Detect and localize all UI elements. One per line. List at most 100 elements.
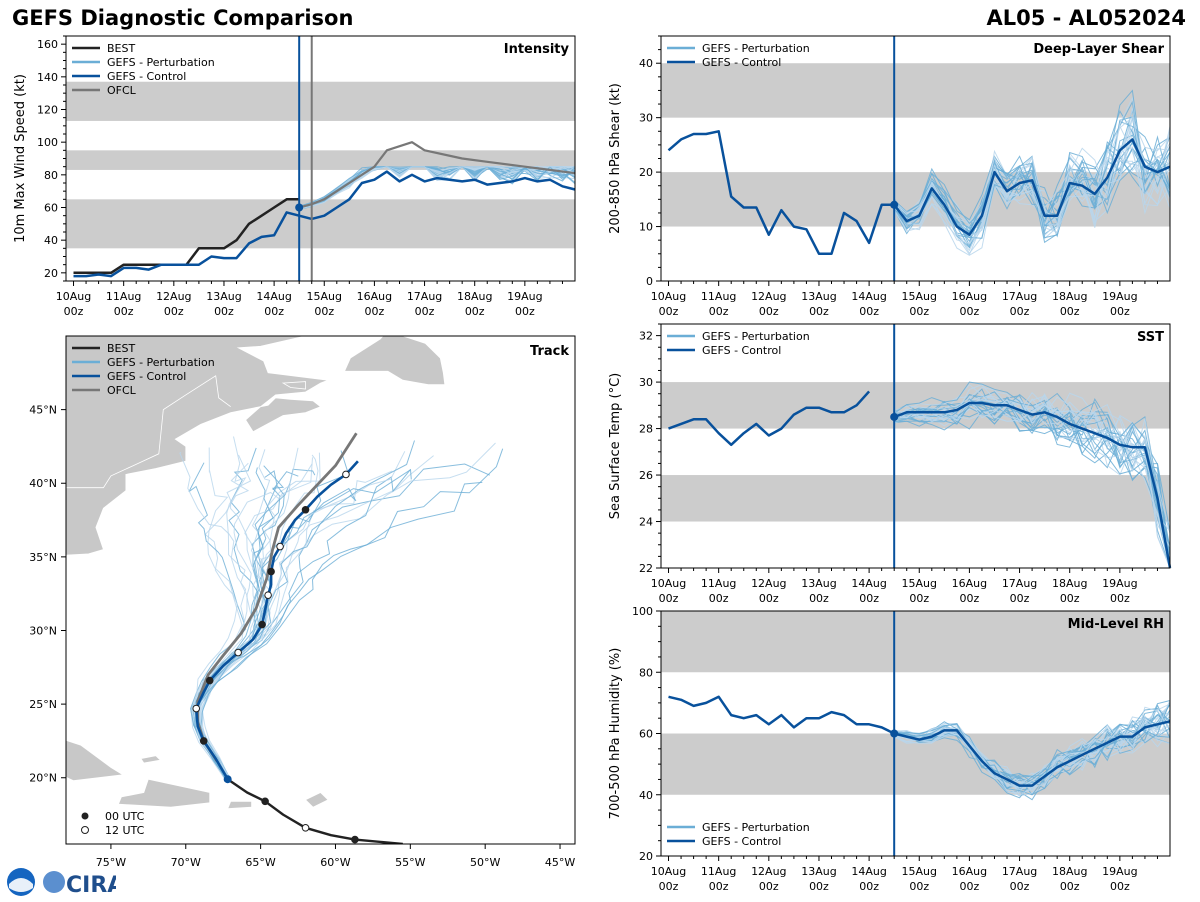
intensity-title: Intensity (504, 42, 570, 57)
intensity-ytick-label: 140 (37, 71, 58, 84)
antilles-land (304, 792, 329, 808)
shear-xtick-label: 14Aug (851, 290, 886, 303)
intensity-series-ofcl (298, 141, 576, 209)
sst-perturbation-line (893, 381, 1171, 569)
track-perturbation-line (198, 454, 271, 779)
storm-id: AL05 - AL052024 (986, 6, 1187, 30)
rh-xtick-sublabel: 00z (709, 880, 729, 893)
shear-perturbation-line (893, 125, 1171, 249)
track-best-12utc-dot (301, 824, 310, 832)
sst-perturbation-line (894, 407, 1171, 569)
track-perturbation-line (200, 451, 406, 781)
intensity-xtick-label: 12Aug (156, 290, 191, 303)
rh-ytick-label: 80 (639, 666, 653, 679)
track-perturbation-line (194, 457, 313, 779)
intensity-legend-label: OFCL (107, 84, 137, 97)
track-best-00utc-dot (351, 835, 359, 844)
rh-ytick-label: 100 (632, 605, 653, 618)
rh-xtick-label: 16Aug (952, 865, 987, 878)
shear-xtick-sublabel: 00z (659, 305, 679, 318)
track-ytick-label: 20°N (29, 772, 57, 785)
rh-xtick-label: 19Aug (1102, 865, 1137, 878)
pei-land (281, 381, 306, 390)
rh-xtick-sublabel: 00z (859, 880, 879, 893)
intensity-current-marker (295, 203, 304, 212)
intensity-xtick-label: 14Aug (256, 290, 291, 303)
shear-xtick-label: 15Aug (902, 290, 937, 303)
sst-xtick-sublabel: 00z (1060, 592, 1080, 605)
shear-perturbation-line (893, 110, 1171, 224)
rh-perturbation-line (894, 723, 1171, 796)
intensity-xtick-label: 19Aug (507, 290, 542, 303)
intensity-xtick-label: 11Aug (106, 290, 141, 303)
shear-title: Deep-Layer Shear (1033, 42, 1164, 57)
rh-xtick-label: 18Aug (1052, 865, 1087, 878)
rh-ytick-label: 60 (639, 728, 653, 741)
cira-logo: CIRA (6, 866, 124, 898)
intensity-xtick-sublabel: 00z (264, 305, 284, 318)
track-xtick-label: 70°W (171, 856, 201, 869)
track-perturbation-line (200, 448, 504, 780)
intensity-xtick-sublabel: 00z (415, 305, 435, 318)
intensity-xtick-sublabel: 00z (314, 305, 334, 318)
state-borders (66, 375, 231, 489)
shear-xtick-sublabel: 00z (960, 305, 980, 318)
sst-perturbation-line (894, 392, 1171, 534)
intensity-series-gefs-control (73, 170, 576, 278)
intensity-band (66, 199, 575, 249)
sst-xtick-label: 17Aug (1002, 577, 1037, 590)
rh-perturbation-line (894, 703, 1171, 789)
intensity-xtick-label: 15Aug (307, 290, 342, 303)
rh-series-gefs-control (668, 695, 1171, 787)
shear-ytick-label: 0 (646, 275, 653, 288)
intensity-legend-label: GEFS - Perturbation (107, 56, 215, 69)
track-control-00utc-dot (205, 676, 214, 685)
track-best-00utc-dot (261, 797, 269, 806)
sst-ytick-label: 28 (639, 423, 653, 436)
shear-series-gefs-control (667, 130, 1171, 256)
track-title: Track (530, 344, 569, 359)
sst-xtick-label: 19Aug (1102, 577, 1137, 590)
sst-ytick-label: 22 (639, 562, 653, 575)
hispaniola-land (117, 778, 211, 808)
sst-xtick-label: 14Aug (851, 577, 886, 590)
sst-perturbation-line (894, 399, 1171, 548)
track-legend-label: OFCL (107, 384, 137, 397)
sst-xtick-label: 18Aug (1052, 577, 1087, 590)
sst-perturbation-line (894, 404, 1171, 569)
shear-xtick-label: 10Aug (651, 290, 686, 303)
cuba-land (66, 739, 125, 782)
shear-xtick-sublabel: 00z (809, 305, 829, 318)
utc12-legend-label: 12 UTC (105, 824, 145, 837)
rh-legend-label: GEFS - Perturbation (702, 821, 810, 834)
shear-xtick-sublabel: 00z (909, 305, 929, 318)
rh-xtick-sublabel: 00z (1110, 880, 1130, 893)
rh-current-marker (890, 729, 899, 738)
intensity-ytick-label: 160 (37, 38, 58, 51)
shear-perturbation-line (893, 116, 1171, 255)
sst-xtick-sublabel: 00z (709, 592, 729, 605)
rh-xtick-label: 10Aug (651, 865, 686, 878)
shear-xtick-label: 17Aug (1002, 290, 1037, 303)
track-control-12utc-dot (276, 542, 284, 551)
rh-xtick-label: 15Aug (902, 865, 937, 878)
intensity-legend-label: GEFS - Control (107, 70, 186, 83)
shear-perturbation-line (893, 145, 1171, 243)
track-perturbation-line (197, 442, 496, 781)
track-legend-label: GEFS - Control (107, 370, 186, 383)
track-perturbation-line (194, 450, 350, 781)
shear-xtick-sublabel: 00z (859, 305, 879, 318)
rh-ytick-label: 20 (639, 850, 653, 863)
sst-series-gefs-control-pre- (668, 390, 871, 447)
newfoundland-land (343, 336, 446, 386)
shear-legend-label: GEFS - Perturbation (702, 42, 810, 55)
track-perturbation-line (199, 452, 321, 780)
sst-xtick-sublabel: 00z (1010, 592, 1030, 605)
rh-xtick-sublabel: 00z (1010, 880, 1030, 893)
sst-xtick-sublabel: 00z (960, 592, 980, 605)
track-legend-label: GEFS - Perturbation (107, 356, 215, 369)
track-ytick-label: 45°N (29, 404, 57, 417)
sst-xtick-label: 10Aug (651, 577, 686, 590)
sst-legend-label: GEFS - Control (702, 344, 781, 357)
intensity-xtick-sublabel: 00z (164, 305, 184, 318)
